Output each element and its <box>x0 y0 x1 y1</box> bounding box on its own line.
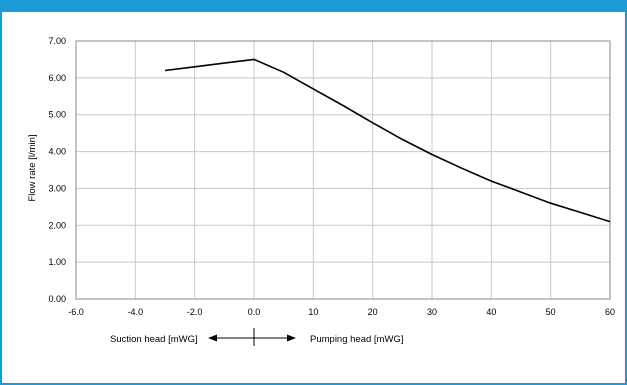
x-tick-label: 30 <box>427 307 437 317</box>
flow-curve-suction <box>164 58 255 72</box>
plot-border <box>75 40 611 300</box>
x-tick-label: -4.0 <box>128 307 144 317</box>
x-tick-label: -2.0 <box>187 307 203 317</box>
y-tick-label: 4.00 <box>48 147 66 157</box>
x-tick-label: 10 <box>308 307 318 317</box>
header-bar <box>0 0 627 12</box>
x-tick-labels: -6.0 -4.0 -2.0 0.0 10 20 30 40 50 60 <box>68 307 615 317</box>
series-lines <box>164 58 611 223</box>
y-tick-label: 6.00 <box>48 73 66 83</box>
y-tick-label: 7.00 <box>48 36 66 46</box>
y-tick-label: 3.00 <box>48 183 66 193</box>
y-tick-labels: 0.00 1.00 2.00 3.00 4.00 5.00 6.00 7.00 <box>48 36 66 304</box>
direction-arrows <box>208 328 296 346</box>
x-tick-label: 20 <box>368 307 378 317</box>
x-tick-label: 40 <box>486 307 496 317</box>
suction-arrow-head <box>208 334 217 342</box>
x-tick-label: 0.0 <box>248 307 261 317</box>
pumping-head-label: Pumping head [mWG] <box>310 334 403 345</box>
y-axis-label: Flow rate [l/min] <box>27 134 38 201</box>
y-tick-label: 5.00 <box>48 110 66 120</box>
suction-head-label: Suction head [mWG] <box>110 334 198 345</box>
x-tick-label: 50 <box>546 307 556 317</box>
pumping-arrow-head <box>287 334 296 342</box>
flow-curve-pumping <box>253 58 611 223</box>
y-tick-label: 1.00 <box>48 257 66 267</box>
x-tick-label: -6.0 <box>68 307 84 317</box>
y-tick-label: 2.00 <box>48 220 66 230</box>
x-tick-label: 60 <box>605 307 615 317</box>
grid <box>75 40 611 300</box>
y-tick-label: 0.00 <box>48 294 66 304</box>
